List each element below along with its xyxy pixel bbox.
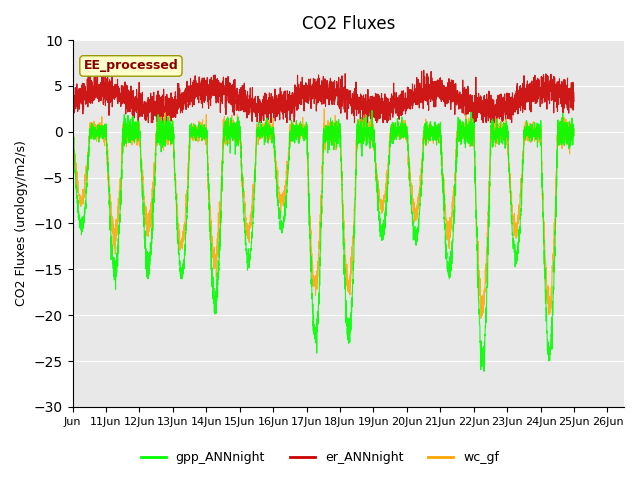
Text: EE_processed: EE_processed bbox=[84, 60, 179, 72]
Y-axis label: CO2 Fluxes (urology/m2/s): CO2 Fluxes (urology/m2/s) bbox=[15, 141, 28, 306]
Title: CO2 Fluxes: CO2 Fluxes bbox=[301, 15, 395, 33]
Legend: gpp_ANNnight, er_ANNnight, wc_gf: gpp_ANNnight, er_ANNnight, wc_gf bbox=[136, 446, 504, 469]
